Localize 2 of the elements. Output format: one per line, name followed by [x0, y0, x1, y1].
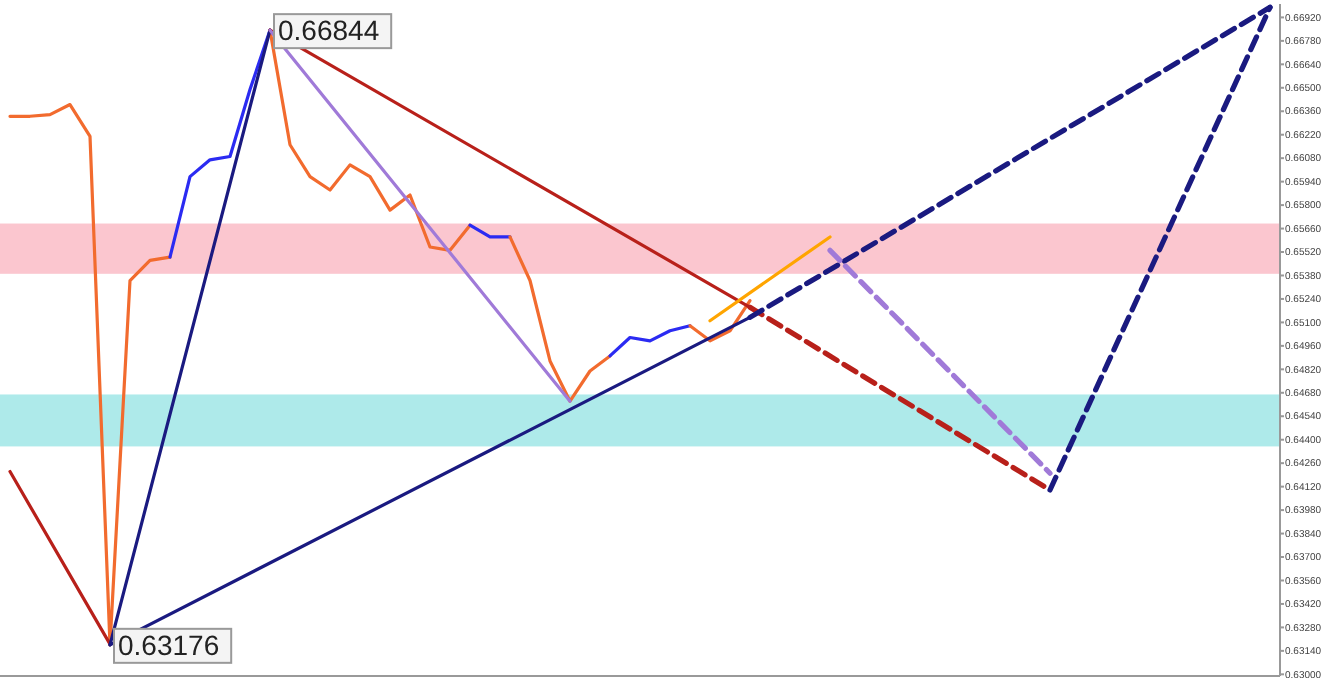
annotation: 0.66844	[278, 14, 380, 47]
annotation: 0.63176	[118, 628, 220, 661]
